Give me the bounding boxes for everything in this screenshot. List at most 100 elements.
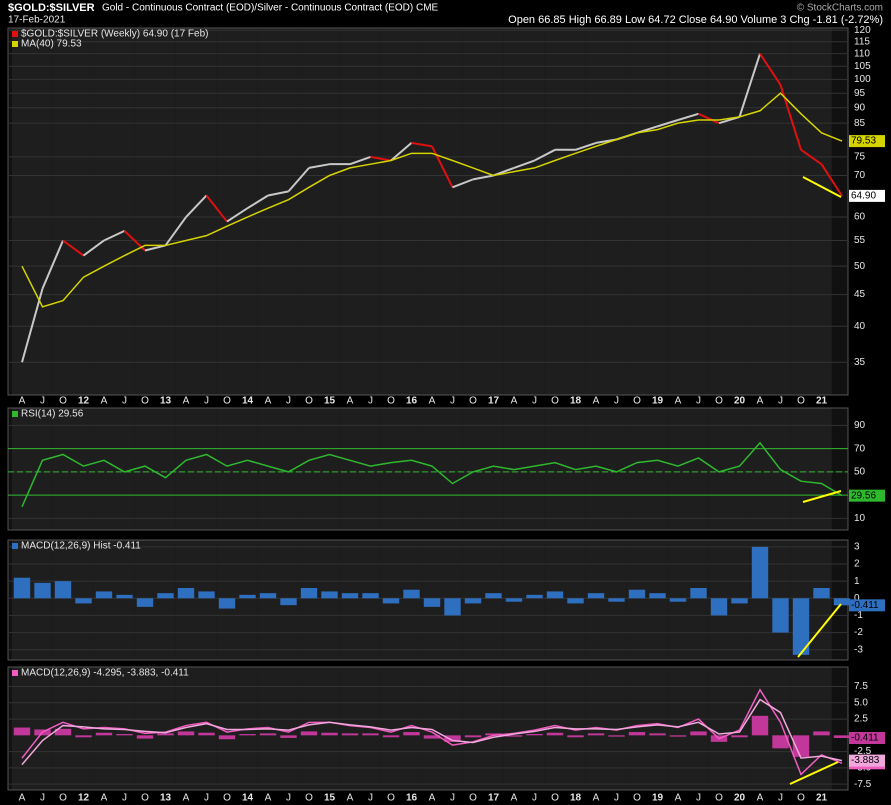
x-tick-label: 15 xyxy=(324,793,336,804)
y-tick-label: 105 xyxy=(854,61,871,72)
histogram-bar xyxy=(669,735,687,737)
histogram-bar xyxy=(403,589,420,599)
panel-band xyxy=(708,667,750,790)
series-line xyxy=(21,92,843,308)
x-tick-label: A xyxy=(593,793,600,804)
histogram-bar xyxy=(13,577,31,599)
histogram-bar xyxy=(464,735,482,738)
price-segment xyxy=(82,239,105,257)
histogram-bar xyxy=(587,593,605,599)
x-tick-label: 20 xyxy=(734,396,746,407)
x-tick-label: J xyxy=(368,396,373,407)
x-tick-label: A xyxy=(265,793,272,804)
legend-swatch xyxy=(12,543,18,549)
x-tick-label: J xyxy=(614,396,619,407)
x-tick-label: J xyxy=(122,396,127,407)
y-tick-label: 90 xyxy=(854,420,866,431)
x-tick-label: 12 xyxy=(78,396,90,407)
price-segment xyxy=(738,53,761,118)
panel-border xyxy=(7,407,849,531)
panel-band xyxy=(667,667,709,790)
panel-band xyxy=(667,408,709,530)
panel-band xyxy=(667,28,709,395)
histogram-bar xyxy=(280,735,297,738)
y-tick-label: 35 xyxy=(854,357,866,368)
panel-band xyxy=(93,28,135,395)
panel-band xyxy=(749,408,791,530)
y-tick-label: 3 xyxy=(854,541,860,552)
panel-band xyxy=(216,28,258,395)
price-segment xyxy=(103,229,125,242)
histogram-bar xyxy=(157,733,174,736)
histogram-bar xyxy=(13,727,31,736)
panel-band xyxy=(298,540,340,660)
x-tick-label: A xyxy=(675,396,682,407)
histogram-bar xyxy=(731,598,748,604)
panel-band xyxy=(749,28,791,395)
price-segment xyxy=(205,194,228,223)
y-tick-label: 2 xyxy=(854,559,860,570)
price-segment xyxy=(185,194,208,218)
legend-swatch xyxy=(12,411,18,417)
panel-band xyxy=(708,28,750,395)
histogram-bar xyxy=(546,591,564,599)
histogram-bar xyxy=(772,598,789,633)
x-tick-label: A xyxy=(347,793,354,804)
trend-annotation xyxy=(789,761,839,785)
panel-band xyxy=(216,408,258,530)
x-tick-label: O xyxy=(797,793,805,804)
histogram-bar xyxy=(669,598,687,602)
x-tick-label: 16 xyxy=(406,396,418,407)
price-segment xyxy=(144,244,166,252)
x-tick-label: J xyxy=(40,396,45,407)
panel-band xyxy=(11,540,53,660)
x-tick-label: A xyxy=(757,396,764,407)
x-tick-label: 17 xyxy=(488,793,500,804)
date: 17-Feb-2021 xyxy=(8,15,66,26)
x-tick-label: 18 xyxy=(570,793,582,804)
histogram-bar xyxy=(710,598,728,616)
panel-band xyxy=(134,667,176,790)
histogram-bar xyxy=(690,731,707,736)
histogram-bar xyxy=(526,734,543,736)
histogram-bar xyxy=(423,735,441,739)
legend-swatch xyxy=(12,41,18,47)
histogram-bar xyxy=(259,593,277,599)
y-tick-label: 2.5 xyxy=(854,714,868,725)
x-tick-label: A xyxy=(757,793,764,804)
series-line xyxy=(21,698,843,766)
histogram-bar xyxy=(54,728,72,736)
price-segment xyxy=(452,178,474,189)
x-tick-label: O xyxy=(59,793,67,804)
y-tick-label: 0 xyxy=(854,593,860,604)
histogram-bar xyxy=(54,581,72,599)
histogram-bar xyxy=(608,598,625,602)
histogram-bar xyxy=(444,598,461,616)
x-tick-label: A xyxy=(511,793,518,804)
x-tick-label: O xyxy=(469,793,477,804)
legend-swatch xyxy=(12,31,18,37)
y-tick-label: -2 xyxy=(854,627,863,638)
price-segment xyxy=(472,174,494,181)
y-tick-label: 40 xyxy=(854,321,866,332)
last-value-box xyxy=(849,489,885,502)
histogram-bar xyxy=(546,732,564,736)
price-segment xyxy=(349,155,371,166)
y-tick-label: -7.5 xyxy=(854,779,872,790)
x-tick-label: O xyxy=(469,396,477,407)
histogram-bar xyxy=(485,593,502,599)
histogram-bar xyxy=(116,594,133,599)
x-tick-label: 21 xyxy=(816,396,828,407)
price-segment xyxy=(62,239,85,257)
annotations xyxy=(789,176,842,785)
panel-band xyxy=(134,408,176,530)
x-tick-label: A xyxy=(511,396,518,407)
last-value-label: -3.883 xyxy=(851,755,880,766)
histogram-bar xyxy=(505,598,523,602)
panel-band xyxy=(626,540,668,660)
x-tick-label: 14 xyxy=(242,396,254,407)
histogram-bar xyxy=(95,591,113,599)
x-tick-label: 13 xyxy=(160,396,172,407)
y-tick-label: 70 xyxy=(854,443,866,454)
